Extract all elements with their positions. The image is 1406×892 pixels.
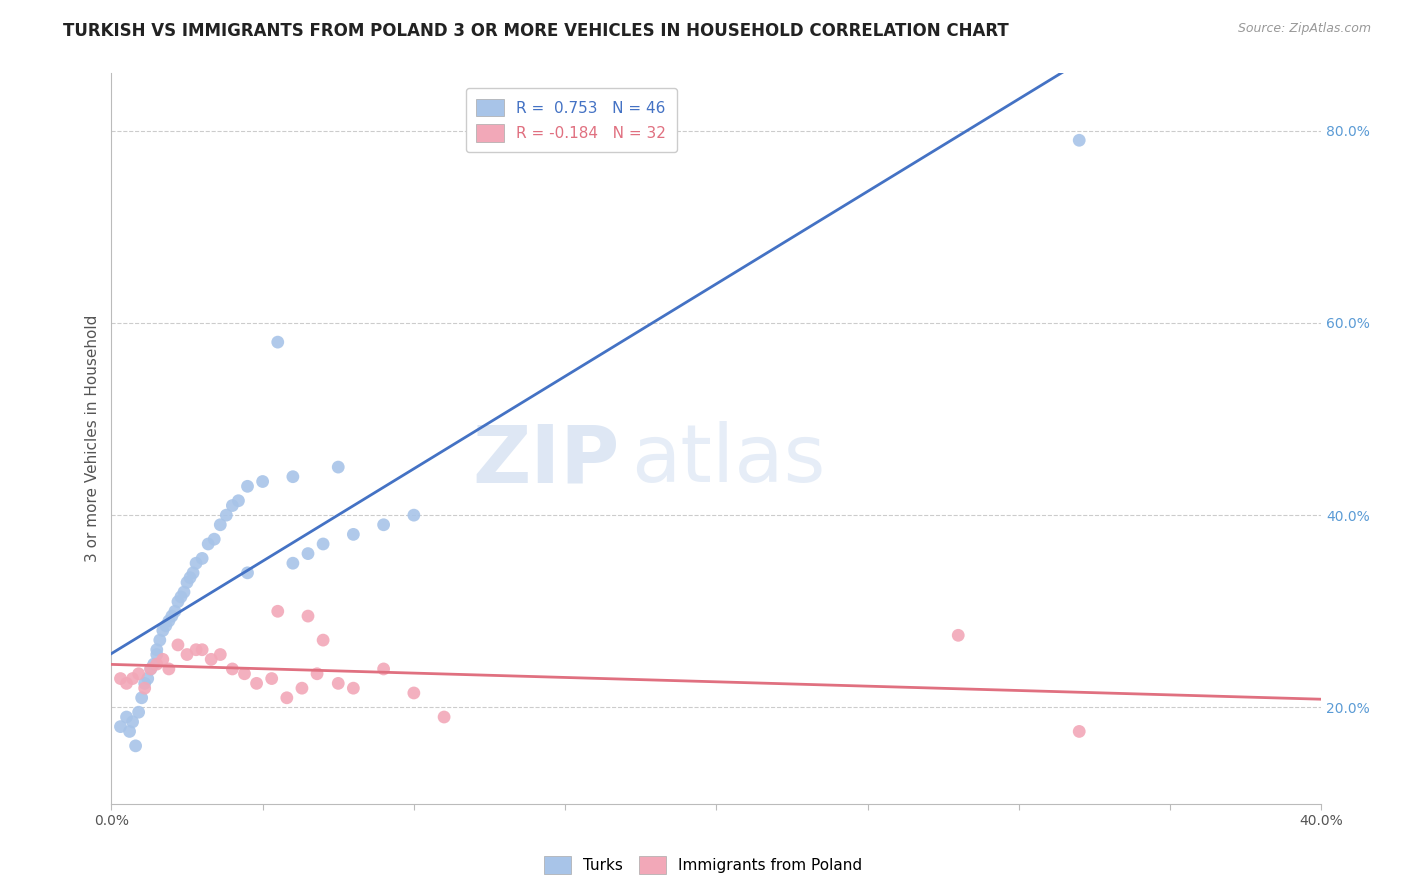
Point xyxy=(149,633,172,648)
Point xyxy=(124,739,146,753)
Point xyxy=(373,517,395,532)
Point xyxy=(136,672,159,686)
Point xyxy=(139,662,162,676)
Point xyxy=(191,551,214,566)
Point xyxy=(184,642,207,657)
Point xyxy=(402,686,425,700)
Point xyxy=(128,705,150,719)
Point xyxy=(260,672,283,686)
Point xyxy=(252,475,274,489)
Point xyxy=(297,609,319,624)
Point xyxy=(197,537,219,551)
Point xyxy=(267,604,290,618)
Point xyxy=(167,638,190,652)
Point xyxy=(948,628,970,642)
Point xyxy=(342,681,364,695)
Point xyxy=(155,618,177,632)
Point xyxy=(276,690,298,705)
Point xyxy=(342,527,364,541)
Point xyxy=(200,652,222,666)
Point xyxy=(236,479,259,493)
Point xyxy=(146,642,169,657)
Point xyxy=(221,499,243,513)
Point xyxy=(121,714,143,729)
Text: TURKISH VS IMMIGRANTS FROM POLAND 3 OR MORE VEHICLES IN HOUSEHOLD CORRELATION CH: TURKISH VS IMMIGRANTS FROM POLAND 3 OR M… xyxy=(63,22,1010,40)
Point xyxy=(215,508,238,523)
Point xyxy=(1069,724,1091,739)
Legend: Turks, Immigrants from Poland: Turks, Immigrants from Poland xyxy=(537,850,869,880)
Point xyxy=(312,633,335,648)
Text: atlas: atlas xyxy=(631,421,825,500)
Point xyxy=(176,648,198,662)
Point xyxy=(170,590,193,604)
Point xyxy=(152,624,174,638)
Legend: R =  0.753   N = 46, R = -0.184   N = 32: R = 0.753 N = 46, R = -0.184 N = 32 xyxy=(465,88,676,153)
Point xyxy=(134,676,156,690)
Point xyxy=(228,493,250,508)
Point xyxy=(221,662,243,676)
Point xyxy=(157,614,180,628)
Point xyxy=(297,547,319,561)
Y-axis label: 3 or more Vehicles in Household: 3 or more Vehicles in Household xyxy=(86,315,100,562)
Point xyxy=(328,460,350,475)
Point xyxy=(236,566,259,580)
Point xyxy=(209,648,232,662)
Point xyxy=(176,575,198,590)
Point xyxy=(134,681,156,695)
Point xyxy=(245,676,267,690)
Point xyxy=(184,556,207,570)
Point xyxy=(139,662,162,676)
Point xyxy=(131,690,153,705)
Point xyxy=(233,666,256,681)
Point xyxy=(167,595,190,609)
Point xyxy=(291,681,314,695)
Point xyxy=(115,676,138,690)
Point xyxy=(402,508,425,523)
Point xyxy=(160,609,183,624)
Point xyxy=(152,652,174,666)
Point xyxy=(146,657,169,672)
Point xyxy=(328,676,350,690)
Point xyxy=(281,469,304,483)
Point xyxy=(1069,133,1091,147)
Point xyxy=(121,672,143,686)
Point xyxy=(281,556,304,570)
Point xyxy=(191,642,214,657)
Point xyxy=(373,662,395,676)
Point xyxy=(110,720,132,734)
Point xyxy=(110,672,132,686)
Point xyxy=(209,517,232,532)
Point xyxy=(115,710,138,724)
Point xyxy=(128,666,150,681)
Point xyxy=(202,532,225,546)
Point xyxy=(181,566,204,580)
Point xyxy=(267,335,290,350)
Text: ZIP: ZIP xyxy=(472,421,620,500)
Point xyxy=(146,648,169,662)
Point xyxy=(312,537,335,551)
Point xyxy=(307,666,329,681)
Point xyxy=(142,657,165,672)
Point xyxy=(173,585,195,599)
Point xyxy=(179,571,201,585)
Point xyxy=(118,724,141,739)
Point xyxy=(433,710,456,724)
Text: Source: ZipAtlas.com: Source: ZipAtlas.com xyxy=(1237,22,1371,36)
Point xyxy=(163,604,186,618)
Point xyxy=(157,662,180,676)
